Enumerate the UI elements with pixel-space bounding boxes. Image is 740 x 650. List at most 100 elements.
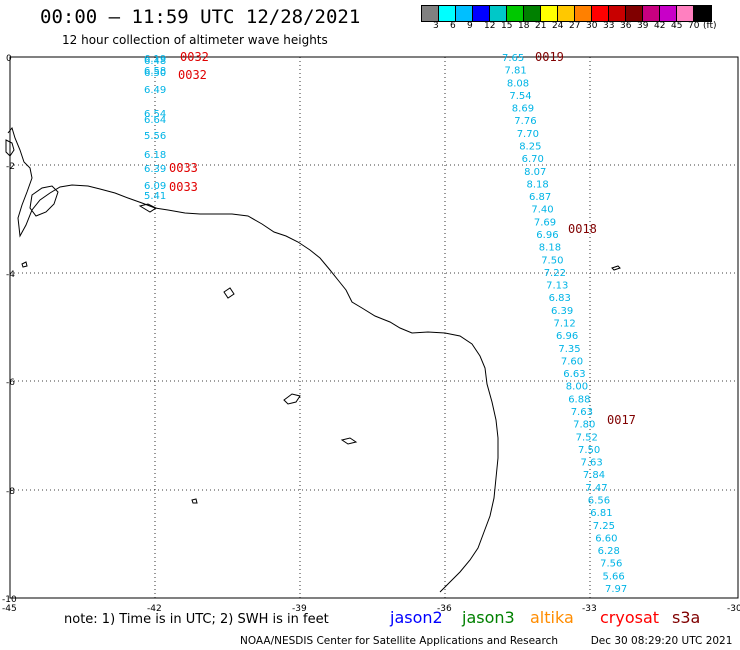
color-scale-tick: 18 [518,21,530,31]
color-swatch [490,6,507,21]
island-south-a [340,437,358,445]
swh-value: 7.13 [546,281,568,292]
color-swatch [456,6,473,21]
color-swatch [524,6,541,21]
swh-value: 5.66 [603,571,625,582]
color-scale-tick: 27 [569,21,581,31]
swh-value: 7.35 [558,344,580,355]
credit-timestamp: Dec 30 08:29:20 UTC 2021 [590,635,733,647]
swh-value: 7.54 [509,91,531,102]
map-frame [9,56,739,599]
latitude-label: -2 [6,162,15,172]
swh-value: 6.87 [529,192,551,203]
color-swatch [643,6,660,21]
color-swatch [473,6,490,21]
swh-value: 8.08 [507,78,529,89]
swh-value: 6.54 [144,109,166,120]
swh-value: 7.12 [554,319,576,330]
lat-lon-grid [10,56,738,598]
footnote: note: 1) Time is in UTC; 2) SWH is in fe… [64,612,329,627]
swh-value: 7.22 [544,268,566,279]
swh-value: 7.84 [583,470,605,481]
track-time-label: 0032 [180,50,209,64]
coastline [7,126,499,593]
longitude-label: -36 [437,604,452,614]
map-title: 00:00 – 11:59 UTC 12/28/2021 [40,6,361,28]
island-south-b [191,498,198,504]
swh-value: 8.25 [519,142,541,153]
swh-value: 7.52 [576,432,598,443]
track-time-label: 0017 [607,413,636,427]
latitude-label: -4 [6,270,15,280]
longitude-label: -30 [727,604,740,614]
color-swatch [677,6,694,21]
swh-value: 7.63 [571,407,593,418]
color-scale-tick: 9 [467,21,473,31]
swh-value: 7.25 [593,521,615,532]
swh-value: 7.65 [502,53,524,64]
track-time-label: 0033 [169,180,198,194]
color-scale-tick: 3 [433,21,439,31]
island-fernando-de-noronha [283,393,301,405]
swh-value: 7.40 [531,205,553,216]
legend-cryosat: cryosat [600,608,660,627]
color-swatch [660,6,677,21]
axis-labels: 0 -2 -4 -6 -8 -10-45 -42 -39 -36 -33 -30 [2,54,740,614]
track-time-label: 0019 [535,50,564,64]
swh-value: 8.69 [512,104,534,115]
west-track-values: 6.196.486.586.50 6.49 6.546.64 5.56 6.18 6.39… [144,54,166,202]
track-time-label: 0033 [169,161,198,175]
color-scale-ticks: 3 6 9 12 15 18 21 24 27 30 33 36 39 42 45 70 (ft) [421,21,740,33]
color-scale-tick: 45 [671,21,683,31]
color-swatch [626,6,643,21]
swh-value: 7.80 [573,420,595,431]
swh-value: 6.63 [563,369,585,380]
swh-value: 7.47 [585,483,607,494]
swh-value: 7.63 [581,458,603,469]
legend-s3a: s3a [672,608,701,627]
swh-value: 6.96 [556,331,578,342]
swh-value: 6.18 [144,150,166,161]
swh-value: 6.09 [144,181,166,192]
swh-value: 7.60 [561,356,583,367]
track-time-labels: 0032 0032 0033 0033 0019 0018 0017 [169,50,636,427]
credit-line: NOAA/NESDIS Center for Satellite Applica… [240,635,732,647]
swh-value: 6.88 [568,394,590,405]
longitude-label: -33 [582,604,597,614]
latitude-label: -6 [6,378,15,388]
swh-value: 7.81 [505,66,527,77]
color-scale-tick: 21 [535,21,547,31]
swh-value: 5.56 [144,131,166,142]
longitude-label: -45 [2,604,17,614]
island-marajo [29,185,59,217]
map-subtitle: 12 hour collection of altimeter wave hei… [62,33,328,47]
swh-value: 7.69 [534,217,556,228]
color-scale-tick: 33 [603,21,615,31]
swh-value: 6.19 [144,54,166,65]
legend-jason2: jason2 [390,608,443,627]
color-swatch [609,6,626,21]
swh-value: 8.18 [539,243,561,254]
swh-value: 6.64 [144,115,166,126]
swh-value: 6.50 [144,68,166,79]
color-scale-tick: 36 [620,21,632,31]
track-time-label: 0018 [568,222,597,236]
latitude-label: -10 [2,595,17,605]
island-atoll-das-rocas [223,287,235,299]
swh-value: 6.39 [551,306,573,317]
legend-altika: altika [530,608,574,627]
color-swatch [558,6,575,21]
color-scale-bar [421,5,712,22]
swh-value: 6.96 [536,230,558,241]
swh-value: 8.18 [527,179,549,190]
color-scale-tick: 42 [654,21,666,31]
color-swatch [575,6,592,21]
swh-value: 6.56 [588,496,610,507]
track-time-label: 0032 [178,68,207,82]
color-scale-tick: 39 [637,21,649,31]
color-scale-tick: 30 [586,21,598,31]
color-scale-tick: 15 [501,21,513,31]
latitude-label: 0 [6,54,12,64]
swh-value: 6.60 [595,533,617,544]
